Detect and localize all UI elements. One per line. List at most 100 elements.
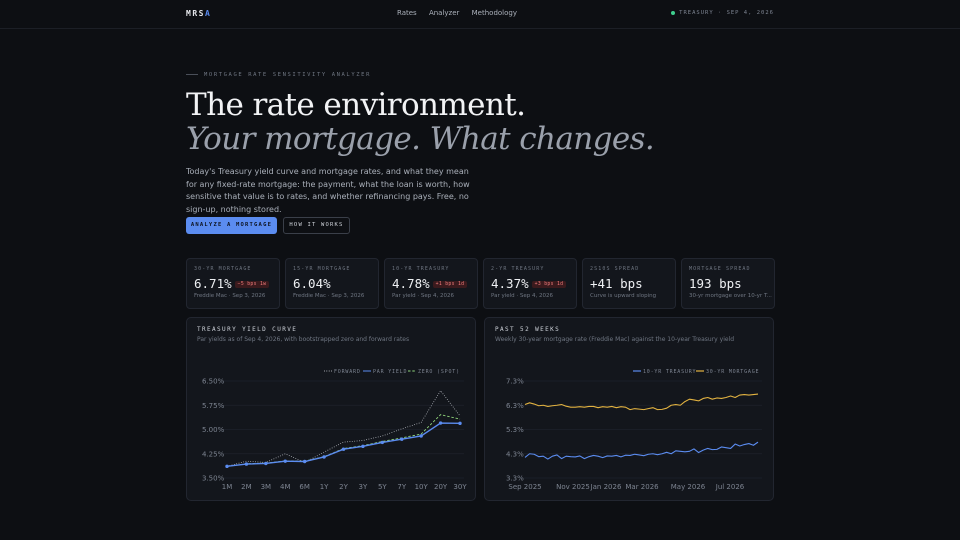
y-tick-label: 6.3%: [506, 402, 524, 410]
stat-note: Freddie Mac · Sep 3, 2026: [194, 293, 266, 299]
stat-card-15yr-mortgage: 15-YR MORTGAGE 6.04% Freddie Mac · Sep 3…: [285, 258, 379, 309]
par-yield-point: [302, 459, 307, 464]
stat-card-mortgage-spread: MORTGAGE SPREAD 193 bps 30-yr mortgage o…: [681, 258, 775, 309]
stat-label: 10-YR TREASURY: [392, 266, 450, 272]
x-tick-label: 30Y: [453, 483, 467, 491]
par-yield-point: [400, 437, 404, 441]
stat-note: Curve is upward sloping: [590, 293, 657, 299]
chart-subtitle: Par yields as of Sep 4, 2026, with boots…: [197, 336, 410, 343]
x-tick-label: 1Y: [320, 483, 329, 491]
x-tick-label: 5Y: [378, 483, 387, 491]
x-tick-label: May 2026: [671, 483, 706, 491]
legend-label: 30-YR MORTGAGE: [706, 369, 759, 375]
y-tick-label: 3.3%: [506, 475, 524, 483]
y-tick-label: 5.75%: [202, 402, 225, 410]
stat-note: Par yield · Sep 4, 2026: [392, 293, 454, 299]
status-dot-icon: [671, 10, 676, 15]
legend-label: FORWARD: [334, 369, 361, 375]
series-line-10-yr-treasury: [524, 441, 759, 460]
hero-title: The rate environment.: [186, 87, 526, 123]
par-yield-point: [244, 462, 249, 466]
data-status: TREASURY · SEP 4, 2026: [671, 10, 774, 16]
y-tick-label: 4.3%: [506, 450, 524, 458]
stat-value: 6.04%: [293, 276, 331, 291]
y-tick-label: 5.3%: [506, 426, 524, 434]
x-tick-label: 2Y: [339, 483, 348, 491]
x-tick-label: Jan 2026: [590, 483, 622, 491]
stat-card-10yr-treasury: 10-YR TREASURY 4.78% +1 bps 1d Par yield …: [384, 258, 478, 309]
chart-title: TREASURY YIELD CURVE: [197, 326, 298, 333]
y-tick-label: 5.00%: [202, 426, 225, 434]
x-tick-label: Nov 2025: [556, 483, 590, 491]
par-yield-point: [361, 444, 365, 449]
x-tick-label: 2M: [241, 483, 252, 491]
stat-note: Freddie Mac · Sep 3, 2026: [293, 293, 365, 299]
nav-link-analyzer[interactable]: Analyzer: [428, 9, 460, 17]
par-yield-point: [380, 440, 385, 445]
x-tick-label: 3Y: [359, 483, 368, 491]
y-tick-label: 6.50%: [202, 378, 225, 386]
change-badge: −5 bps 1w: [234, 281, 270, 288]
past-52-weeks-panel: PAST 52 WEEKS Weekly 30-year mortgage ra…: [484, 317, 774, 501]
stat-value: 4.78%: [392, 276, 430, 291]
stat-value: 193 bps: [689, 276, 742, 291]
top-nav: MRSA Rates Analyzer Methodology TREASURY…: [0, 0, 960, 29]
stat-value: +41 bps: [590, 276, 643, 291]
par-yield-point: [322, 455, 326, 459]
brand-logo[interactable]: MRSA: [186, 9, 212, 18]
hero-title-italic: Your mortgage. What changes.: [186, 121, 655, 157]
stat-label: 15-YR MORTGAGE: [293, 266, 351, 272]
how-it-works-button[interactable]: HOW IT WORKS: [283, 217, 350, 234]
y-tick-label: 7.3%: [506, 378, 524, 386]
par-yield-point: [458, 421, 462, 426]
eyebrow-rule: [186, 74, 198, 75]
x-tick-label: 20Y: [434, 483, 448, 491]
par-yield-point: [419, 434, 423, 438]
stat-note: Par yield · Sep 4, 2026: [491, 293, 553, 299]
par-yield-point: [341, 447, 346, 451]
stat-label: 2S10S SPREAD: [590, 266, 640, 272]
par-yield-point: [225, 464, 229, 469]
chart-subtitle: Weekly 30-year mortgage rate (Freddie Ma…: [495, 336, 735, 343]
par-yield-point: [283, 459, 287, 463]
x-tick-label: 10Y: [415, 483, 429, 491]
yield-curve-panel: TREASURY YIELD CURVE Par yields as of Se…: [186, 317, 476, 501]
x-tick-label: 3M: [261, 483, 272, 491]
stat-card-30yr-mortgage: 30-YR MORTGAGE 6.71% −5 bps 1w Freddie Ma…: [186, 258, 280, 309]
yield-curve-chart: 6.50% 5.75% 5.00% 4.25% 3.50%1M 2M 3M 4M 6M 1Y 2Y 3…: [202, 369, 467, 491]
par-yield-point: [264, 461, 268, 466]
x-tick-label: Mar 2026: [625, 483, 659, 491]
stat-value: 6.71%: [194, 276, 232, 291]
nav-link-methodology[interactable]: Methodology: [471, 9, 517, 17]
stat-note: 30-yr mortgage over 10-yr T...: [689, 293, 772, 299]
stat-value: 4.37%: [491, 276, 529, 291]
x-tick-label: 4M: [280, 483, 291, 491]
legend-label: ZERO (SPOT): [418, 369, 460, 375]
y-tick-label: 3.50%: [202, 475, 225, 483]
hero-lede: Today's Treasury yield curve and mortgag…: [186, 167, 470, 214]
nav-link-rates[interactable]: Rates: [397, 9, 417, 17]
stat-label: MORTGAGE SPREAD: [689, 266, 751, 272]
x-tick-label: Jul 2026: [715, 483, 745, 491]
y-tick-label: 4.25%: [202, 450, 225, 458]
nav-links: Rates Analyzer Methodology: [397, 9, 527, 17]
x-tick-label: 6M: [299, 483, 310, 491]
x-tick-label: 7Y: [397, 483, 406, 491]
stat-label: 2-YR TREASURY: [491, 266, 545, 272]
hero-eyebrow: MORTGAGE RATE SENSITIVITY ANALYZER: [186, 72, 371, 78]
series-line-forward: [226, 389, 461, 467]
legend-label: PAR YIELD: [373, 369, 407, 375]
stat-card-2s10s-spread: 2S10S SPREAD +41 bps Curve is upward slo…: [582, 258, 676, 309]
x-tick-label: 1M: [222, 483, 233, 491]
series-line-30-yr-mortgage: [524, 393, 759, 411]
change-badge: +1 bps 1d: [432, 281, 468, 288]
stat-card-2yr-treasury: 2-YR TREASURY 4.37% +3 bps 1d Par yield ·…: [483, 258, 577, 309]
change-badge: +3 bps 1d: [531, 281, 567, 288]
analyze-mortgage-button[interactable]: ANALYZE A MORTGAGE: [186, 217, 277, 234]
x-tick-label: Sep 2025: [508, 483, 541, 491]
chart-title: PAST 52 WEEKS: [495, 326, 561, 333]
legend-label: 10-YR TREASURY: [643, 369, 696, 375]
stat-label: 30-YR MORTGAGE: [194, 266, 252, 272]
series-line-zero-spot: [226, 414, 461, 467]
past-52-weeks-chart: 7.3% 6.3% 5.3% 4.3% 3.3%Sep 2025 Nov 2025 Jan …: [506, 369, 762, 491]
